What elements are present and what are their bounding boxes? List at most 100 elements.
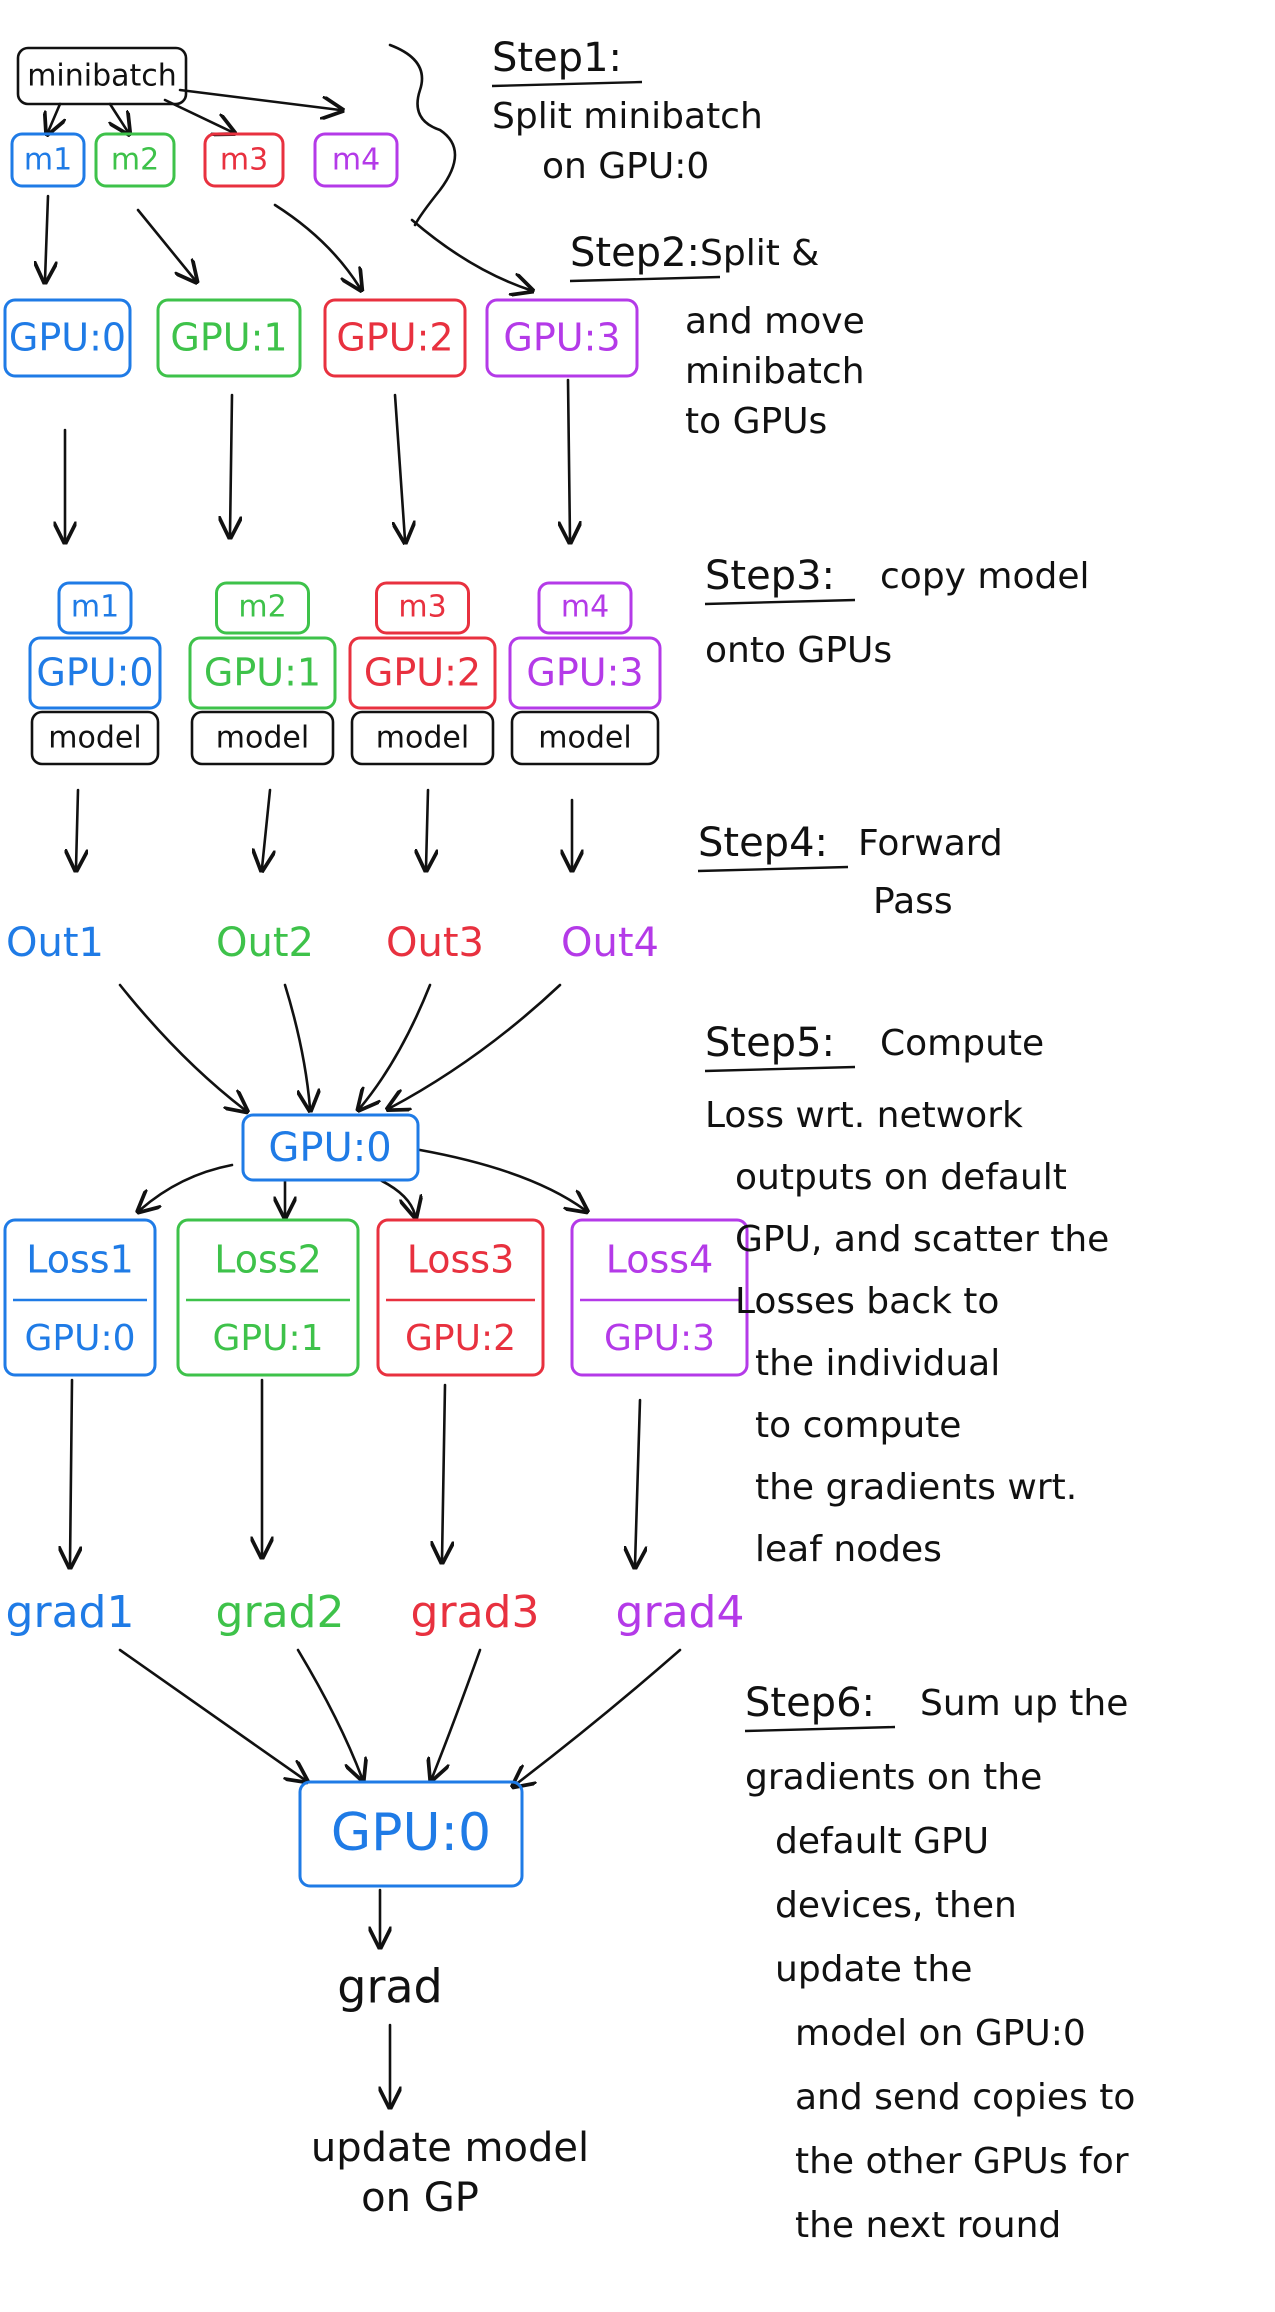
- arrow-layer: [45, 43, 682, 2105]
- model-3-label: model: [538, 721, 631, 756]
- step-4-title: Step4:: [698, 820, 828, 866]
- loss-2-box: [176, 1218, 360, 1377]
- stacked-micro-batch-1-box: [57, 581, 133, 635]
- backward-arrow-2: [442, 1383, 445, 1560]
- loss-4-label: Loss4: [606, 1238, 714, 1282]
- model-0-label: model: [48, 721, 141, 756]
- step-4-underline: [697, 865, 849, 873]
- scatter-arrow-1: [140, 1163, 234, 1210]
- step-1-line-2: on GPU:0: [542, 146, 709, 187]
- scatter-arrow-4: [418, 1148, 585, 1210]
- model-3-box: [510, 710, 660, 766]
- gpu-2-label: GPU:2: [336, 316, 453, 360]
- step-5-line-4: GPU, and scatter the: [735, 1219, 1109, 1260]
- loss-3-gpu-label: GPU:2: [405, 1318, 516, 1359]
- sum-arrow-2: [296, 1648, 362, 1778]
- step-1-title: Step1:: [492, 35, 622, 81]
- loss-3-label: Loss3: [407, 1238, 515, 1282]
- box-layer: [3, 46, 749, 1888]
- split-arrow-m1: [48, 102, 60, 132]
- step-6-title: Step6:: [745, 1680, 875, 1726]
- output-4-label: Out4: [561, 920, 659, 966]
- step-5-line-8: the gradients wrt.: [755, 1467, 1077, 1508]
- step-6-underline: [744, 1725, 896, 1733]
- loss-1-gpu-label: GPU:0: [25, 1318, 136, 1359]
- loss-2-gpu-label: GPU:1: [213, 1318, 324, 1359]
- step-5-line-9: leaf nodes: [755, 1529, 942, 1570]
- sum-arrow-1: [118, 1648, 305, 1780]
- move-arrow-2: [273, 203, 360, 288]
- step-6-line-4: devices, then: [775, 1885, 1017, 1926]
- step-3-line-1: copy model: [880, 556, 1090, 597]
- step-notes: Step1: Split minibatch on GPU:0 Step2: Split…: [491, 35, 1135, 2246]
- stacked-gpu-3-label: GPU:3: [526, 651, 643, 695]
- grad-3-label: grad3: [411, 1587, 540, 1638]
- loss-1-label: Loss1: [26, 1238, 134, 1282]
- step-6: Step6: Sum up the gradients on the default …: [744, 1680, 1135, 2246]
- grad-1-label: grad1: [6, 1587, 135, 1638]
- split-arrow-m2: [110, 102, 128, 132]
- loss-1-box: [3, 1218, 157, 1377]
- stacked-micro-batch-2-box: [215, 581, 310, 635]
- micro-batch-2-label: m2: [111, 143, 159, 178]
- step-5-line-6: the individual: [755, 1343, 1000, 1384]
- micro-batch-4-box: [313, 132, 399, 188]
- step-5-line-5: Losses back to: [735, 1281, 999, 1322]
- step-4-line-2: Pass: [873, 881, 953, 922]
- step-6-line-5: update the: [775, 1949, 972, 1990]
- step-1-line-1: Split minibatch: [492, 96, 763, 137]
- gather-gpu-box: [241, 1113, 420, 1182]
- model-1-box: [190, 710, 335, 766]
- scatter-arrow-3: [378, 1178, 415, 1215]
- forward-arrow-2: [426, 788, 428, 868]
- step-2-line-2: and move: [685, 301, 865, 342]
- sum-arrow-4: [515, 1648, 682, 1785]
- stacked-gpu-3-box: [508, 636, 662, 710]
- model-1-label: model: [216, 721, 309, 756]
- forward-arrow-0: [76, 788, 78, 868]
- loss-4-gpu-label: GPU:3: [604, 1318, 715, 1359]
- step-5-line-3: outputs on default: [735, 1157, 1067, 1198]
- step-6-line-7: and send copies to: [795, 2077, 1135, 2118]
- stacked-micro-batch-1-label: m1: [71, 590, 119, 625]
- output-2-label: Out2: [216, 920, 314, 966]
- minibatch-label: minibatch: [27, 59, 177, 94]
- stacked-gpu-1-box: [188, 636, 337, 710]
- label-layer: minibatch m1 m2 m3 m4 GPU:0 GPU:1 GPU:2 GPU:3 m1 m…: [6, 59, 745, 2222]
- step-6-line-3: default GPU: [775, 1821, 989, 1862]
- gpu-1-label: GPU:1: [170, 316, 287, 360]
- loss-4-box: [570, 1218, 749, 1377]
- stacked-micro-batch-3-box: [375, 581, 470, 635]
- gather-gpu-label: GPU:0: [268, 1125, 391, 1171]
- gather-arrow-4: [390, 983, 562, 1108]
- model-0-box: [30, 710, 160, 766]
- micro-batch-3-box: [203, 132, 285, 188]
- step-3-title: Step3:: [705, 553, 835, 599]
- model-2-label: model: [376, 721, 469, 756]
- stacked-gpu-2-label: GPU:2: [364, 651, 481, 695]
- step-6-line-6: model on GPU:0: [795, 2013, 1086, 2054]
- final-grad-label: grad: [337, 1960, 443, 2014]
- gpu-1-box: [156, 298, 302, 378]
- gpu-3-label: GPU:3: [503, 316, 620, 360]
- step-5-underline: [704, 1065, 856, 1073]
- sum-gpu-label: GPU:0: [331, 1803, 491, 1863]
- copy-arrow-2: [395, 393, 405, 540]
- loss-3-box: [376, 1218, 545, 1377]
- stacked-gpu-1-label: GPU:1: [204, 651, 321, 695]
- step-4: Step4: Forward Pass: [697, 820, 1003, 922]
- stacked-micro-batch-3-label: m3: [398, 590, 446, 625]
- gpu-0-box: [3, 298, 132, 378]
- copy-arrow-3: [568, 378, 570, 540]
- micro-batch-2-box: [94, 132, 176, 188]
- move-arrow-0: [45, 194, 48, 280]
- micro-batch-1-label: m1: [24, 143, 72, 178]
- step-2-title: Step2:: [570, 230, 700, 276]
- backward-arrow-0: [70, 1378, 72, 1565]
- update-line-1: update model: [311, 2125, 589, 2171]
- step-2-line-1: Split &: [700, 233, 819, 274]
- step-3-underline: [704, 598, 856, 606]
- step-2-line-4: to GPUs: [685, 401, 827, 442]
- step-6-line-2: gradients on the: [745, 1757, 1042, 1798]
